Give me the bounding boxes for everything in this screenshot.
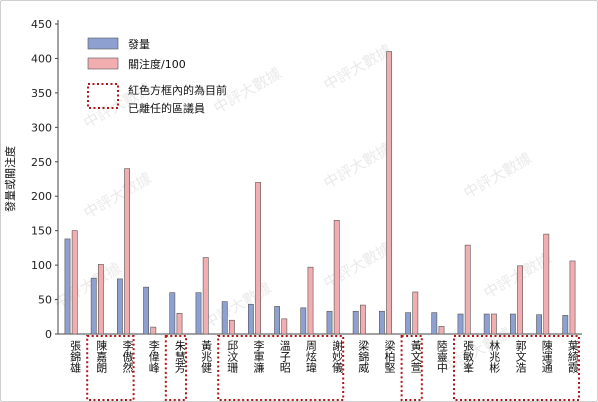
bar-series2-1 xyxy=(98,264,104,335)
bar-series2-0 xyxy=(71,230,78,335)
bar-series2-3 xyxy=(150,326,157,335)
x-tick-label-2: 李傲然 xyxy=(121,339,134,374)
highlight-box-3 xyxy=(400,335,423,401)
x-tick-label-0: 張錦雄 xyxy=(69,340,82,373)
bar-series2-16 xyxy=(490,313,497,335)
x-tick-label-7: 李軍濂 xyxy=(252,339,265,374)
x-tick-label-18: 陳運通 xyxy=(540,340,553,373)
x-tick-label-17: 郭文浩 xyxy=(514,340,527,374)
bar-series1-11 xyxy=(352,310,359,335)
x-tick-label-4: 朱慧芳 xyxy=(173,340,186,374)
bar-series1-9 xyxy=(300,307,307,335)
y-tick-label-7: 350 xyxy=(31,87,52,100)
bar-series2-17 xyxy=(517,265,523,335)
bar-series1-2 xyxy=(117,278,123,335)
bar-series1-17 xyxy=(509,313,516,335)
bar-series2-11 xyxy=(359,304,366,335)
highlight-box-1 xyxy=(164,335,188,401)
bar-series2-7 xyxy=(255,182,261,335)
bar-series1-12 xyxy=(378,310,385,335)
y-tick-label-9: 450 xyxy=(31,18,52,31)
bar-series1-18 xyxy=(536,314,542,335)
bar-series2-5 xyxy=(202,257,209,335)
x-tick-label-3: 李偉峰 xyxy=(147,339,160,373)
bar-series2-10 xyxy=(333,220,340,335)
bar-series1-6 xyxy=(221,301,228,335)
x-tick-label-19: 葉綺霞 xyxy=(566,339,579,374)
legend-highlight-swatch xyxy=(87,83,119,109)
bar-series1-13 xyxy=(405,312,411,335)
legend-note-line-2: 已離任的區議員 xyxy=(128,101,205,115)
x-tick-label-12: 梁柏堅 xyxy=(383,339,396,373)
bar-series2-15 xyxy=(464,244,471,335)
x-tick-label-14: 陸靈中 xyxy=(435,340,448,373)
bar-series1-14 xyxy=(431,312,438,335)
bar-series1-16 xyxy=(483,313,490,335)
legend-swatch-1 xyxy=(87,57,119,70)
legend-label-0: 發量 xyxy=(128,37,150,51)
x-tick-label-15: 張敏峯 xyxy=(462,340,475,374)
bar-series1-0 xyxy=(64,238,71,335)
bar-series2-2 xyxy=(124,168,130,335)
y-tick-label-6: 300 xyxy=(31,121,52,134)
bar-series2-19 xyxy=(569,260,576,335)
bar-series2-9 xyxy=(307,266,314,335)
watermark-text-2: 中評大數據 xyxy=(321,139,395,192)
y-tick-label-4: 200 xyxy=(31,190,52,203)
x-tick-label-6: 邱汶珊 xyxy=(226,340,239,374)
legend-note-line-1: 紅色方框內的為目前 xyxy=(128,83,227,97)
x-tick-label-10: 謝妙儀 xyxy=(331,339,344,373)
y-tick-label-3: 150 xyxy=(31,225,52,238)
x-tick-label-11: 梁錦威 xyxy=(357,339,370,374)
watermark-text-9: 中評大數據 xyxy=(441,324,515,377)
y-tick-label-5: 250 xyxy=(31,156,52,169)
watermark-text-0: 中評大數據 xyxy=(321,41,395,94)
bar-series2-14 xyxy=(438,326,445,335)
bar-series1-4 xyxy=(169,292,176,335)
bar-series2-4 xyxy=(176,313,183,335)
watermark-text-6: 中評大數據 xyxy=(51,259,125,312)
y-axis-label: 發量或關注度 xyxy=(3,146,17,212)
x-tick-label-8: 溫子昭 xyxy=(278,339,291,374)
bar-series1-7 xyxy=(248,304,254,335)
bar-series1-3 xyxy=(143,286,149,335)
watermark-text-5: 中評大數據 xyxy=(321,239,395,292)
y-tick-label-1: 50 xyxy=(38,294,52,307)
legend-swatch-0 xyxy=(87,37,119,50)
legend-label-1: 關注度/100 xyxy=(128,57,186,71)
bar-series2-18 xyxy=(543,233,550,335)
bar-series1-5 xyxy=(195,292,202,335)
y-tick-label-0: 0 xyxy=(45,328,52,341)
bar-series1-15 xyxy=(457,313,464,335)
x-tick-label-9: 周炫瑋 xyxy=(304,340,317,373)
bar-series2-6 xyxy=(229,319,235,335)
y-tick-label-8: 400 xyxy=(31,52,52,65)
watermark-text-8: 中評大數據 xyxy=(201,279,275,332)
x-tick-label-5: 黃兆健 xyxy=(200,340,213,373)
bar-series1-10 xyxy=(326,310,333,335)
x-tick-label-13: 黃文萱 xyxy=(409,340,422,373)
bar-series2-8 xyxy=(281,318,288,335)
bar-series2-13 xyxy=(412,291,419,335)
bar-series1-1 xyxy=(90,277,97,335)
x-tick-label-16: 林兆彬 xyxy=(488,339,501,374)
bar-series1-19 xyxy=(562,315,569,335)
bar-series2-12 xyxy=(386,51,392,335)
highlight-box-0 xyxy=(86,335,135,401)
watermark-text-3: 中評大數據 xyxy=(81,169,155,222)
x-tick-label-1: 陳嘉朗 xyxy=(95,340,108,373)
y-tick-label-2: 100 xyxy=(31,259,52,272)
bar-series1-8 xyxy=(274,306,280,335)
watermark-text-4: 中評大數據 xyxy=(461,149,535,202)
